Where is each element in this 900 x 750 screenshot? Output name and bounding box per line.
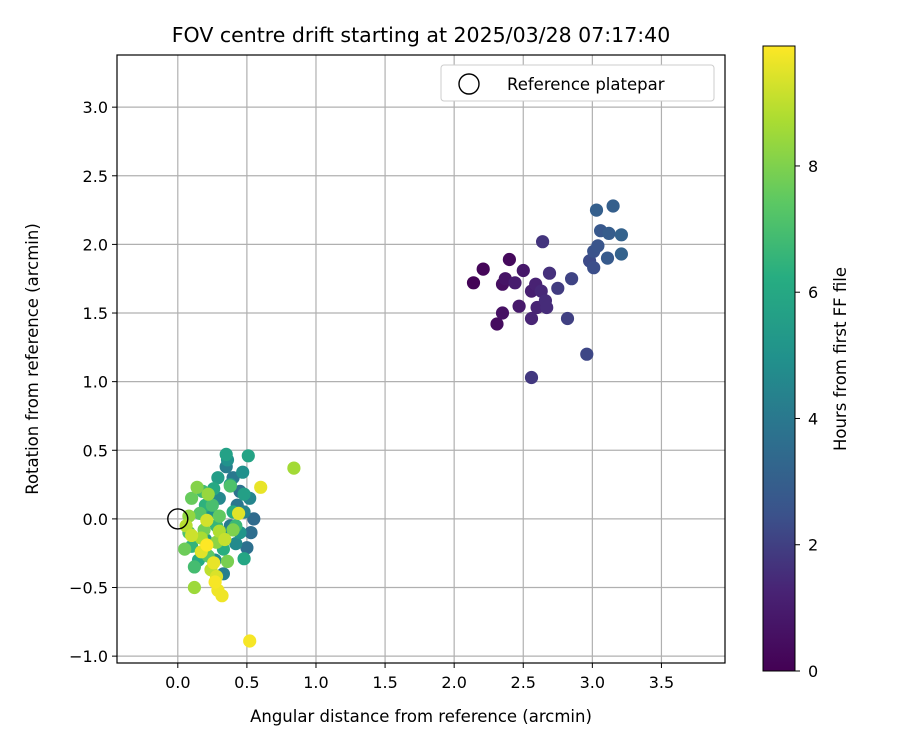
y-tick-label: 1.5 [83,304,108,323]
y-tick-label: 1.0 [83,373,108,392]
scatter-point [223,479,237,493]
x-tick-label: 0.5 [234,673,259,692]
x-tick-label: 1.5 [372,673,397,692]
x-tick-label: 3.0 [580,673,605,692]
plot-frame [116,54,726,664]
scatter-point [178,542,192,556]
scatter-point [237,552,251,566]
scatter-point [243,634,257,648]
x-axis-ticks: 0.0 0.5 1.0 1.5 2.0 2.5 3.0 3.5 [165,663,674,692]
scatter-point [187,560,201,574]
reference-platepar-point [167,508,189,530]
y-tick-label: −1.0 [69,647,108,666]
scatter-point [287,461,301,475]
scatter-point [190,480,204,494]
scatter-point [466,276,481,290]
scatter-point [614,228,629,242]
scatter-point [219,447,233,461]
legend-marker-icon [458,73,480,95]
scatter-point [606,199,620,213]
scatter-point [490,317,504,331]
scatter-point [205,498,219,512]
scatter-point [600,251,615,265]
scatter-point [232,506,246,520]
scatter-point [240,541,254,555]
scatter-point [200,538,214,552]
scatter-point [560,311,575,326]
y-tick-label: 0.0 [83,510,108,529]
colorbar-label: Hours from first FF file [831,267,850,451]
scatter-point [211,471,225,485]
scatter-point [591,239,605,253]
scatter-point [208,575,222,589]
scatter-point [536,235,550,249]
scatter-point [247,512,261,526]
scatter-point [580,347,594,361]
data-points [178,199,629,648]
scatter-point [508,276,522,290]
scatter-point [241,449,255,463]
scatter-point [542,266,557,280]
scatter-point [237,487,251,501]
scatter-point [215,589,229,603]
y-axis-ticks: −1.0 −0.5 0.0 0.5 1.0 1.5 2.0 2.5 3.0 [69,98,117,666]
scatter-point [589,203,604,217]
scatter-point [236,465,250,479]
scatter-point [614,247,629,261]
reference-marker [167,508,189,530]
colorbar-tick-label: 8 [808,157,818,176]
scatter-point [218,532,232,547]
scatter-point [185,491,199,505]
y-tick-label: −0.5 [69,579,108,598]
x-tick-label: 2.0 [441,673,466,692]
x-axis-label: Angular distance from reference (arcmin) [250,707,592,726]
x-tick-label: 2.5 [511,673,536,692]
scatter-point [476,262,490,276]
legend-label: Reference platepar [507,75,665,94]
colorbar-tick-label: 0 [808,662,818,681]
x-tick-label: 3.5 [649,673,674,692]
colorbar-tick-label: 2 [808,536,818,555]
y-tick-label: 0.5 [83,441,108,460]
scatter-point [200,513,214,527]
legend-box [440,64,715,102]
scatter-point [495,306,510,320]
colorbar-tick-label: 4 [808,409,818,428]
scatter-point [185,528,199,543]
y-tick-label: 2.0 [83,235,108,254]
chart-title: FOV centre drift starting at 2025/03/28 … [172,23,671,47]
y-axis-label: Rotation from reference (arcmin) [23,223,42,495]
scatter-point [244,526,258,540]
scatter-point [254,480,268,494]
x-tick-label: 0.0 [165,673,190,692]
colorbar: 0 2 4 6 8 Hours from first FF file [762,45,850,681]
y-tick-label: 2.5 [83,167,108,186]
scatter-point [220,554,235,569]
scatter-point [512,299,526,313]
scatter-point [551,281,565,295]
scatter-point [524,370,539,385]
colorbar-ticks: 0 2 4 6 8 [795,157,818,681]
scatter-point [516,263,530,278]
scatter-point [602,226,616,240]
scatter-point [540,300,554,315]
legend: Reference platepar [440,64,715,102]
scatter-point [502,252,516,267]
colorbar-tick-label: 6 [808,283,818,302]
scatter-point [587,261,601,275]
scatter-point [229,537,243,551]
scatter-point [524,311,539,326]
scatter-point [187,580,201,595]
y-tick-label: 3.0 [83,98,108,117]
colorbar-gradient [762,45,796,672]
scatter-point [565,272,579,286]
scatter-point [212,509,226,523]
scatter-point [207,556,221,570]
scatter-point [201,487,215,501]
scatter-point [179,519,193,533]
scatter-point [226,523,240,537]
x-tick-label: 1.0 [303,673,328,692]
